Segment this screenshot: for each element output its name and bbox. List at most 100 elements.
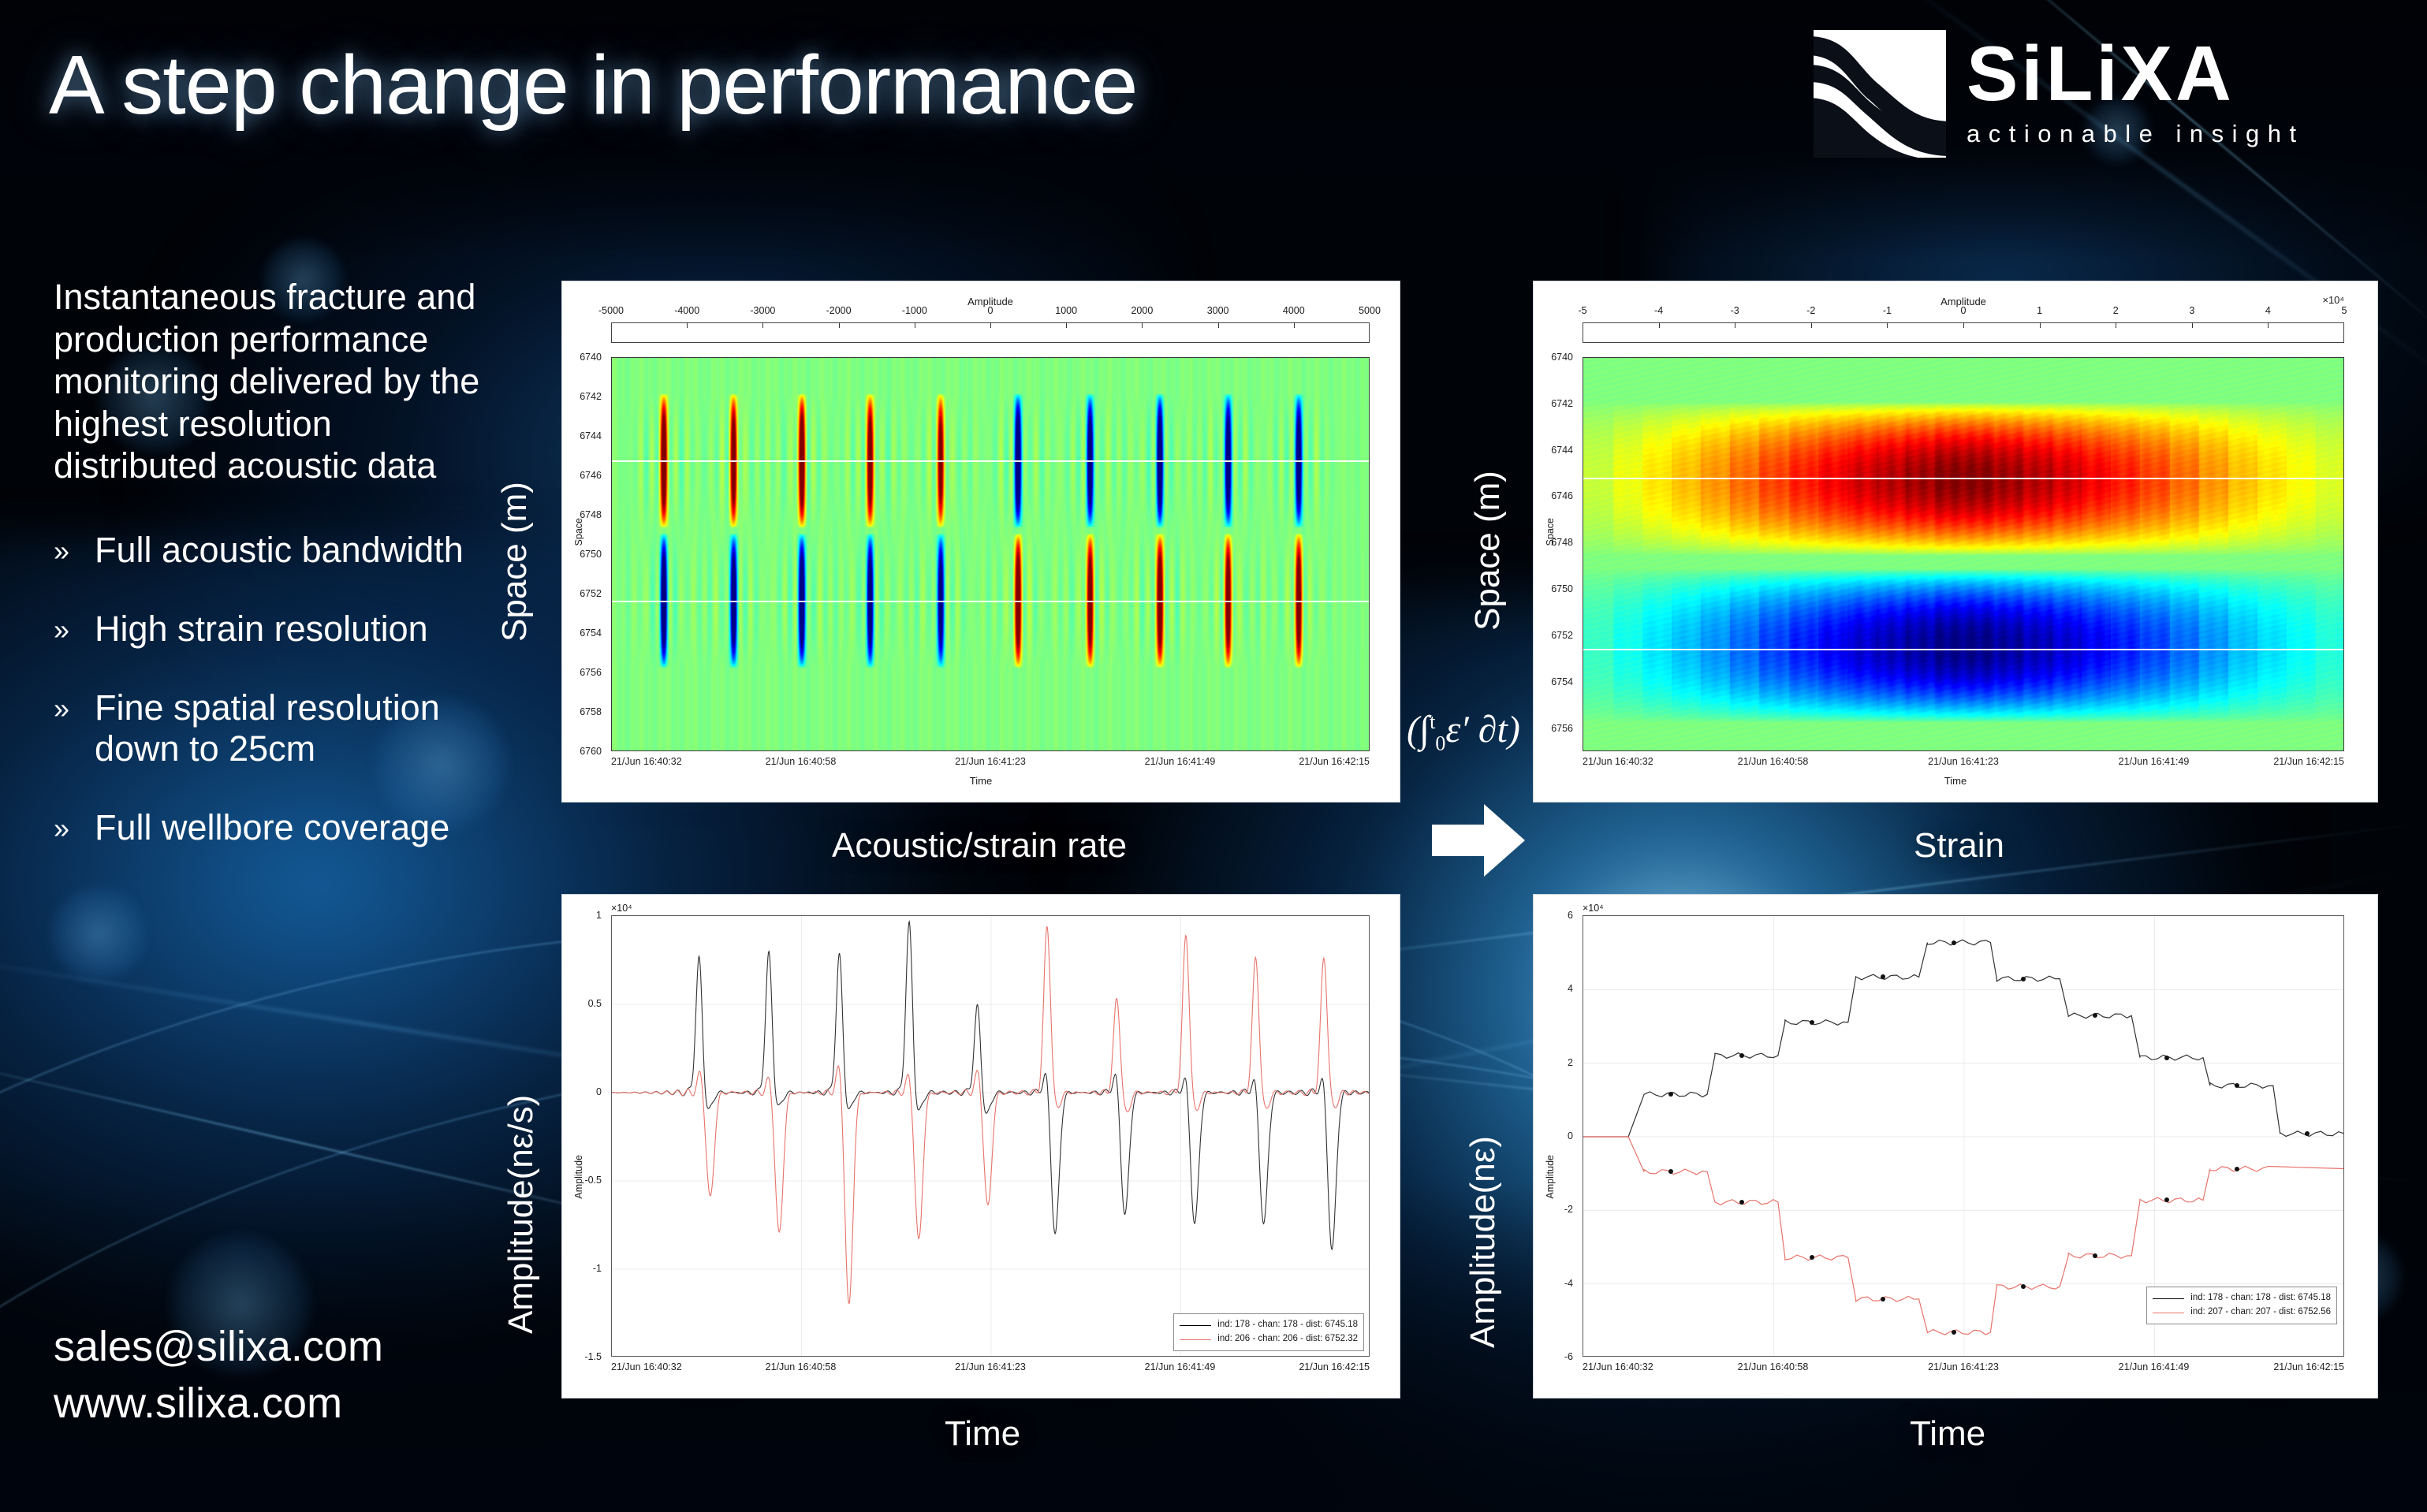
x-tick-label: 21/Jun 16:41:23 <box>1928 1361 1999 1372</box>
y-tick-label: 6 <box>1568 910 1573 921</box>
bokeh-dot <box>260 236 347 323</box>
caption-acoustic-strain-rate: Acoustic/strain rate <box>832 826 1128 865</box>
x-tick-label: 21/Jun 16:41:23 <box>1928 756 1999 767</box>
datatip-marker <box>2093 1013 2098 1019</box>
channel-marker-line <box>1583 649 2343 651</box>
colorbar-tick-label: 4 <box>2265 305 2271 316</box>
bokeh-dot <box>2082 95 2153 166</box>
integral-upper-limit: t <box>1430 710 1436 733</box>
x-tick-label: 21/Jun 16:41:23 <box>955 756 1026 767</box>
heatmap-axes-strain-rate <box>611 357 1370 751</box>
colorbar-tick-label: -3000 <box>750 305 776 316</box>
y-tick-label: 6740 <box>1551 352 1573 363</box>
colorbar-tick <box>1658 322 1660 328</box>
y-tick-label: 6758 <box>580 706 602 717</box>
y-tick-label: 6748 <box>1551 537 1573 549</box>
x-tick-label: 21/Jun 16:41:49 <box>2118 756 2190 767</box>
caption-strain: Strain <box>1914 826 2004 865</box>
datatip-marker <box>1880 1296 1885 1302</box>
figure-waterfall-strain-rate: Amplitude -5000 -4000 -3000 -2000 -1000 0 1000… <box>561 281 1400 803</box>
colorbar-tick-label: -5 <box>1578 305 1587 316</box>
y-tick-label: 6750 <box>1551 583 1573 595</box>
bokeh-dot <box>47 883 150 985</box>
y-tick-label: -1 <box>592 1263 602 1274</box>
legend-label: ind: 206 - chan: 206 - dist: 6752.32 <box>1217 1334 1358 1344</box>
bullet-label: High strain resolution <box>95 608 428 649</box>
colorbar-tick <box>990 322 991 328</box>
bullet-label: Full wellbore coverage <box>95 807 450 848</box>
colorbar-tick-label: 5 <box>2341 305 2347 316</box>
x-tick-label: 21/Jun 16:40:32 <box>1583 756 1653 767</box>
y-tick-label: 0 <box>596 1086 602 1097</box>
colorbar-tick <box>838 322 840 328</box>
y-axis-title: Space <box>1545 518 1556 546</box>
colorbar-tick <box>762 322 764 328</box>
x-tick-labels-time: 21/Jun 16:40:32 21/Jun 16:40:58 21/Jun 16:… <box>611 754 1370 773</box>
x-tick-labels-time: 21/Jun 16:40:32 21/Jun 16:40:58 21/Jun 16:… <box>611 1360 1370 1379</box>
figure-strain-rate-traces: ×10⁴ ind: 178 - chan: 178 - dist: 6745.1… <box>561 894 1400 1398</box>
datatip-marker <box>2234 1166 2239 1171</box>
colorbar-tick-label: -1 <box>1882 305 1892 316</box>
colorbar-tick-label: 2000 <box>1131 305 1154 316</box>
colorbar-tick-label: 1 <box>2037 305 2043 316</box>
legend-swatch <box>1180 1324 1212 1326</box>
datatip-marker <box>1668 1169 1674 1175</box>
time-axis-label-right: Time <box>1910 1414 1986 1453</box>
space-axis-label-left: Space (m) <box>495 482 534 642</box>
colorbar-tick <box>2191 322 2193 328</box>
list-item: » Full acoustic bandwidth <box>54 530 495 571</box>
silixa-wordmark: SiLiXA actionable insight <box>1967 30 2305 148</box>
colorbar-tick-label: -5000 <box>598 305 624 316</box>
legend-strain-steps: ind: 178 - chan: 178 - dist: 6745.18 ind:… <box>2146 1287 2337 1324</box>
colorbar-title: Amplitude <box>967 296 1013 307</box>
y-tick-label: 6754 <box>1551 676 1573 687</box>
datatip-marker <box>1809 1019 1814 1025</box>
legend-item: ind: 207 - chan: 207 - dist: 6752.56 <box>2153 1305 2331 1320</box>
datatip-marker <box>2021 1284 2026 1290</box>
datatip-marker <box>1739 1199 1744 1205</box>
line-axes-strain-steps: X 738694Y 11519.4X 738694Y 22059.1X 7386… <box>1583 915 2344 1357</box>
colorbar-ticklabels: -5000 -4000 -3000 -2000 -1000 0 1000 2000 3000 40… <box>598 305 1381 321</box>
colorbar-tick <box>1293 322 1295 328</box>
colorbar-tick-label: 4000 <box>1282 305 1305 316</box>
x-tick-label: 21/Jun 16:42:15 <box>1299 1361 1370 1372</box>
colorbar-tick <box>1142 322 1143 328</box>
channel-marker-line <box>612 601 1369 602</box>
legend-item: ind: 206 - chan: 206 - dist: 6752.32 <box>1180 1332 1358 1346</box>
datatip-marker <box>2234 1083 2239 1089</box>
silixa-logo: SiLiXA actionable insight <box>1814 30 2305 158</box>
x-tick-label: 21/Jun 16:40:58 <box>765 1361 837 1372</box>
colorbar-tick <box>1066 322 1068 328</box>
colorbar-strain-rate: Amplitude -5000 -4000 -3000 -2000 -1000 0 1000… <box>598 296 1381 343</box>
x-tick-label: 21/Jun 16:42:15 <box>2273 1361 2344 1372</box>
colorbar-tick-label: -2000 <box>826 305 852 316</box>
y-tick-label: -0.5 <box>584 1175 602 1186</box>
y-tick-label: 6756 <box>580 667 602 678</box>
chevron-bullet-icon: » <box>54 692 70 725</box>
y-exponent-label: ×10⁴ <box>611 903 632 914</box>
datatip-marker <box>1952 940 1957 945</box>
website-url[interactable]: www.silixa.com <box>54 1380 343 1428</box>
feature-bullet-list: » Full acoustic bandwidth » High strain … <box>54 530 495 849</box>
x-tick-labels-time: 21/Jun 16:40:32 21/Jun 16:40:58 21/Jun 16:… <box>1583 1360 2344 1379</box>
x-tick-label: 21/Jun 16:42:15 <box>2273 756 2344 767</box>
legend-item: ind: 178 - chan: 178 - dist: 6745.18 <box>1180 1318 1358 1332</box>
y-axis-title: Amplitude <box>1545 1155 1556 1199</box>
legend-swatch <box>1180 1339 1212 1340</box>
colorbar-tick <box>1887 322 1888 328</box>
y-tick-label: 0.5 <box>587 998 602 1009</box>
datatip-marker <box>1668 1092 1674 1097</box>
integral-body: ε′ ∂t) <box>1445 709 1520 750</box>
y-tick-label: -1.5 <box>584 1351 602 1362</box>
y-axis-title: Amplitude <box>573 1155 584 1199</box>
colorbar-tick-label: 5000 <box>1359 305 1381 316</box>
legend-item: ind: 178 - chan: 178 - dist: 6745.18 <box>2153 1291 2331 1305</box>
heatmap-axes-strain <box>1583 357 2344 751</box>
email-address[interactable]: sales@silixa.com <box>54 1323 383 1370</box>
x-tick-label: 21/Jun 16:40:32 <box>611 1361 682 1372</box>
space-axis-label-right: Space (m) <box>1468 471 1507 631</box>
colorbar-tick <box>2039 322 2041 328</box>
integral-annotation: (∫t0ε′ ∂t) <box>1407 708 1520 756</box>
datatip-marker <box>1739 1053 1744 1059</box>
y-tick-label: 2 <box>1568 1056 1573 1068</box>
